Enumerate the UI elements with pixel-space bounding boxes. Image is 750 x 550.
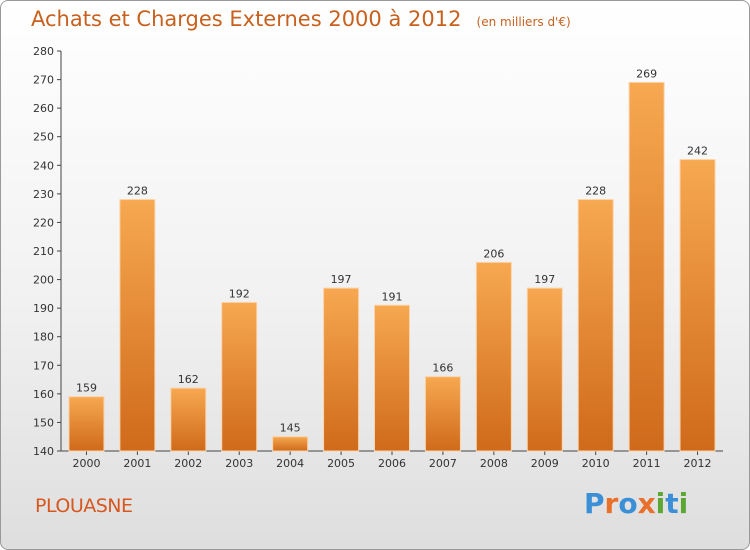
x-tick-label: 2004 [276, 457, 304, 470]
bar [374, 304, 410, 452]
bar [628, 81, 665, 452]
data-label: 197 [331, 273, 352, 286]
y-tick-label: 260 [33, 102, 54, 115]
y-tick-label: 250 [33, 131, 54, 144]
bar [679, 159, 716, 452]
data-label: 166 [432, 362, 453, 375]
y-tick-label: 170 [33, 359, 54, 372]
x-tick-label: 2008 [480, 457, 508, 470]
bar [526, 287, 563, 452]
data-label: 192 [229, 287, 250, 300]
data-label: 206 [483, 247, 504, 260]
y-tick-label: 160 [33, 388, 54, 401]
bar [475, 261, 512, 452]
x-tick-label: 2005 [327, 457, 355, 470]
logo-letter: r [604, 487, 619, 520]
x-tick-label: 2012 [684, 457, 712, 470]
x-tick-label: 2011 [633, 457, 661, 470]
x-tick-label: 2001 [123, 457, 151, 470]
bar [272, 436, 309, 452]
y-tick-label: 270 [33, 74, 54, 87]
proxiti-logo: Proxiti [584, 487, 688, 520]
bar [323, 287, 360, 452]
bar [577, 199, 614, 452]
data-label: 197 [534, 273, 555, 286]
x-tick-label: 2002 [174, 457, 202, 470]
chart-header: Achats et Charges Externes 2000 à 2012 (… [31, 7, 571, 31]
y-tick-label: 190 [33, 302, 54, 315]
x-tick-label: 2003 [225, 457, 253, 470]
x-tick-label: 2010 [582, 457, 610, 470]
data-label: 242 [687, 145, 708, 158]
bar [424, 376, 461, 452]
bars [68, 81, 716, 452]
y-tick-label: 220 [33, 216, 54, 229]
chart-subtitle: (en milliers d'€) [476, 15, 571, 29]
x-tick-label: 2007 [429, 457, 457, 470]
bar-chart: 140 150 160 170 180 190 200 210 220 230 240 250 260 2… [33, 45, 723, 470]
y-tick-label: 230 [33, 188, 54, 201]
axes: 140 150 160 170 180 190 200 210 220 230 240 250 260 2… [33, 45, 723, 470]
y-tick-label: 200 [33, 274, 54, 287]
y-tick-label: 140 [33, 445, 54, 458]
data-label: 228 [585, 185, 606, 198]
chart-title: Achats et Charges Externes 2000 à 2012 [31, 7, 462, 31]
data-label: 191 [382, 290, 403, 303]
logo-letter: t [665, 487, 679, 520]
y-tick-label: 280 [33, 45, 54, 58]
data-label: 145 [280, 422, 301, 435]
x-tick-label: 2009 [531, 457, 559, 470]
value-labels: 159 228 162 192 145 197 191 166 206 197 228 269 242 [76, 67, 708, 434]
x-tick-label: 2006 [378, 457, 406, 470]
bar [68, 396, 105, 452]
y-tick-label: 210 [33, 245, 54, 258]
data-label: 159 [76, 382, 97, 395]
logo-letter: P [584, 487, 605, 520]
logo-letter: i [655, 487, 666, 520]
logo-letter: o [618, 487, 638, 520]
y-tick-label: 150 [33, 416, 54, 429]
bar [221, 301, 258, 452]
data-label: 269 [636, 67, 657, 80]
logo-letter: x [637, 487, 656, 520]
data-label: 162 [178, 373, 199, 386]
y-tick-label: 240 [33, 159, 54, 172]
data-label: 228 [127, 185, 148, 198]
location-label: PLOUASNE [35, 495, 133, 517]
bar [119, 199, 156, 452]
bar [170, 387, 207, 452]
x-tick-label: 2000 [72, 457, 100, 470]
y-tick-label: 180 [33, 331, 54, 344]
logo-letter: i [678, 487, 689, 520]
